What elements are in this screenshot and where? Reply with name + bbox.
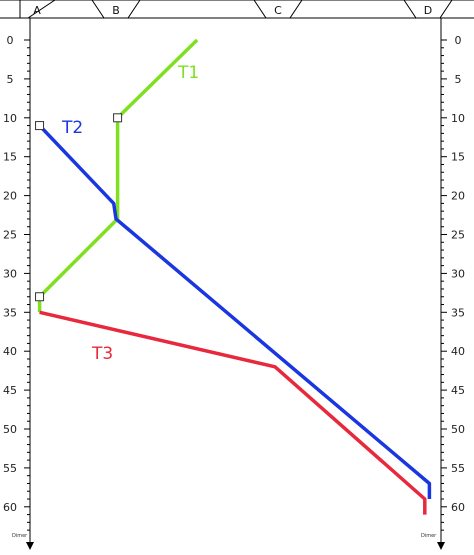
left-tick-label: 15 [3,151,17,164]
left-tick-label: 20 [3,190,17,203]
left-tick-label: 0 [7,34,14,47]
left-tick-label: 10 [3,112,17,125]
column-header-band: A B C D [0,0,474,19]
right-tick-label: 50 [451,423,465,436]
right-tick-label: 0 [455,34,462,47]
series-t1-marker [35,292,45,302]
right-tick-label: 60 [451,501,465,514]
header-label-d: D [424,4,432,17]
header-label-a: A [33,4,41,17]
left-tick-label: 40 [3,345,17,358]
series-t1-marker [113,113,123,123]
right-tick-label: 25 [451,229,465,242]
header-tab-b-outline [91,0,141,19]
left-tick-label: 30 [3,267,17,280]
left-tick-label: 25 [3,229,17,242]
right-tick-label: 10 [451,112,465,125]
right-tick-label: 35 [451,306,465,319]
series-t2-line [38,124,432,499]
right-axis-name: Dimer [421,533,437,539]
right-tick-label: 30 [451,267,465,280]
left-tick-label: 60 [3,501,17,514]
header-tab-c-outline [253,0,303,19]
left-axis-name: Dimer [12,533,28,539]
series-t1-line [37,38,199,313]
header-label-c: C [274,4,282,17]
right-tick-label: 40 [451,345,465,358]
header-tab-a-outline [0,0,56,19]
series-lines [35,38,432,515]
right-tick-label: 55 [451,462,465,475]
series-t3-line [39,310,427,515]
left-tick-label: 45 [3,384,17,397]
series-labels: T1 T2 T3 [61,63,199,364]
header-label-b: B [112,4,120,17]
series-t2-marker [35,121,45,131]
right-tick-label: 45 [451,384,465,397]
left-tick-label: 50 [3,423,17,436]
right-tick-label: 20 [451,190,465,203]
left-axis-arrow [26,542,34,550]
series-t3-label: T3 [91,344,113,364]
series-t2-label: T2 [61,118,83,138]
right-tick-label: 15 [451,151,465,164]
right-tick-label: 5 [455,73,462,86]
series-t1-label: T1 [177,63,199,83]
left-tick-label: 55 [3,462,17,475]
left-tick-label: 5 [7,73,14,86]
depth-axes: 0 5 10 15 20 25 30 35 40 45 50 55 60 Dimer 0 5 10 15 20 25 3… [3,18,465,550]
header-tab-d-outline [403,0,453,19]
right-axis-arrow [437,542,445,550]
left-tick-label: 35 [3,306,17,319]
